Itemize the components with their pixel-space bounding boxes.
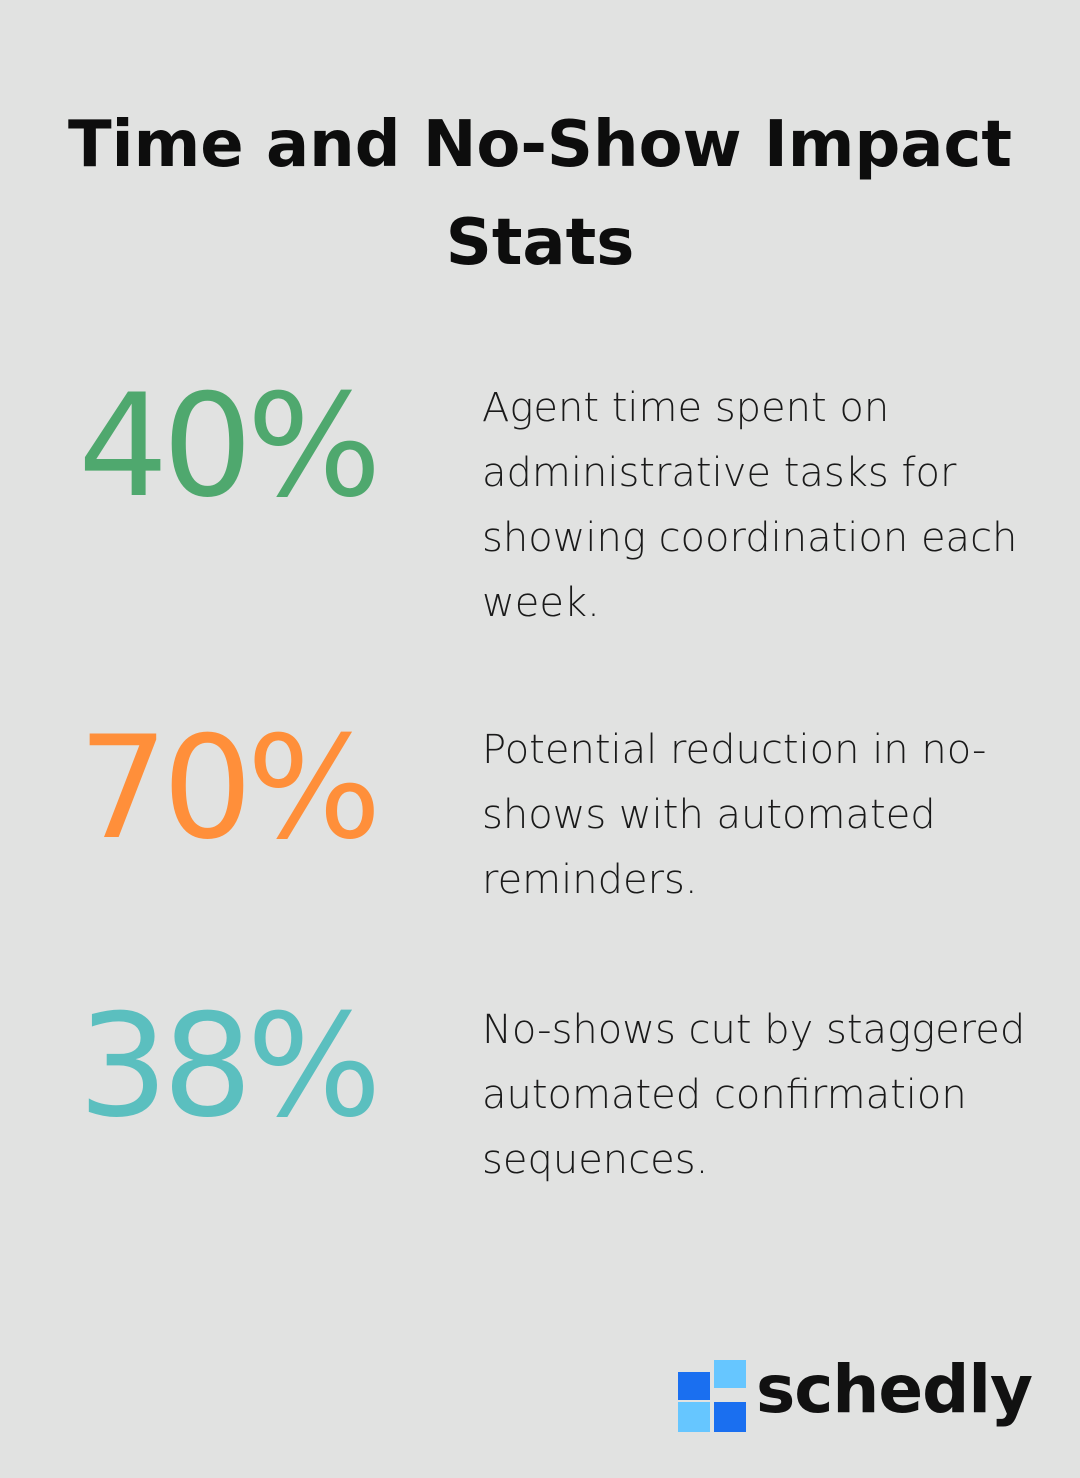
stat-description: No-shows cut by staggered automated conf… [482,1007,1026,1183]
page-title: Time and No-Show Impact Stats [68,108,1012,280]
stat-value: 38% [78,984,382,1149]
brand-name: schedly [756,1351,1033,1428]
stat-value: 40% [78,364,382,529]
stat-value: 70% [78,706,382,871]
schedly-logo-icon [678,1360,746,1432]
stat-description: Agent time spent on administrative tasks… [482,385,1018,626]
stat-description: Potential reduction in no-shows with aut… [482,727,987,903]
brand-logo: schedly [678,1351,1048,1436]
